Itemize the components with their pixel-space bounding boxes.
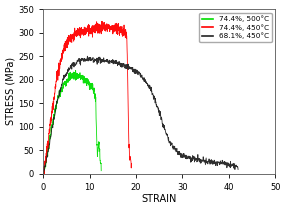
X-axis label: STRAIN: STRAIN <box>142 194 177 205</box>
Y-axis label: STRESS (MPa): STRESS (MPa) <box>5 57 15 125</box>
Legend: 74.4%, 500°C, 74.4%, 450°C, 68.1%, 450°C: 74.4%, 500°C, 74.4%, 450°C, 68.1%, 450°C <box>199 13 272 42</box>
